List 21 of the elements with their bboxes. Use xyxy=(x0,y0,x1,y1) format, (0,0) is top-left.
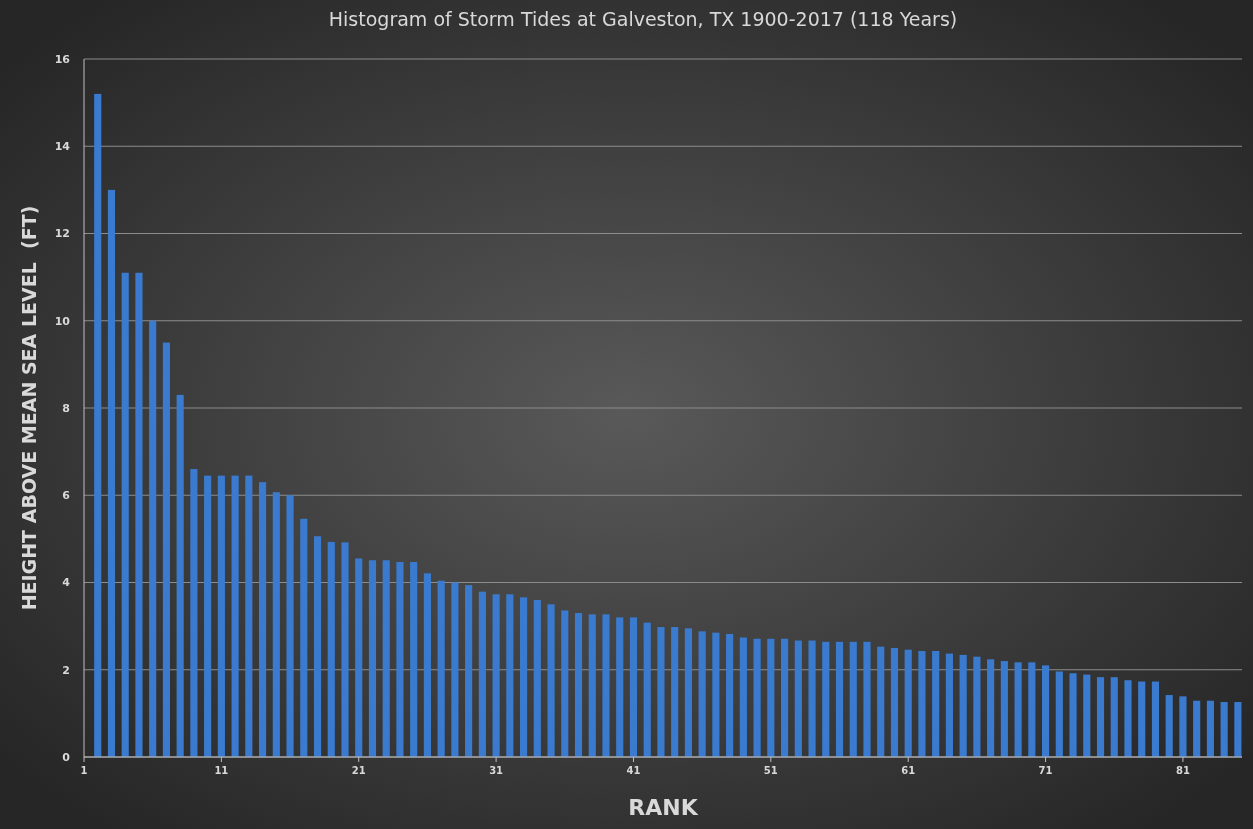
x-tick-label: 1 xyxy=(80,765,88,776)
y-tick-label: 2 xyxy=(62,663,70,677)
y-tick-label: 12 xyxy=(54,227,70,241)
x-axis-title: RANK xyxy=(628,795,699,820)
x-tick-label: 61 xyxy=(901,765,916,776)
y-tick-label: 6 xyxy=(62,489,71,503)
y-tick-label: 4 xyxy=(62,576,71,590)
x-tick-label: 81 xyxy=(1175,765,1190,776)
x-tick-label: 31 xyxy=(489,765,504,776)
y-tick-label: 10 xyxy=(54,314,71,328)
y-axis-title: HEIGHT ABOVE MEAN SEA LEVEL (FT) xyxy=(18,205,40,611)
chart-title: Histogram of Storm Tides at Galveston, TX 1900-2017 (118 Years) xyxy=(328,8,958,30)
x-tick-label: 41 xyxy=(626,765,641,776)
y-tick-label: 0 xyxy=(62,750,71,764)
y-tick-label: 8 xyxy=(62,401,70,415)
y-tick-label: 14 xyxy=(54,140,71,154)
y-tick-label: 16 xyxy=(54,52,71,66)
x-tick-label: 11 xyxy=(214,765,229,776)
x-tick-label: 51 xyxy=(763,765,778,776)
x-tick-label: 21 xyxy=(351,765,366,776)
x-tick-label: 71 xyxy=(1038,765,1053,776)
